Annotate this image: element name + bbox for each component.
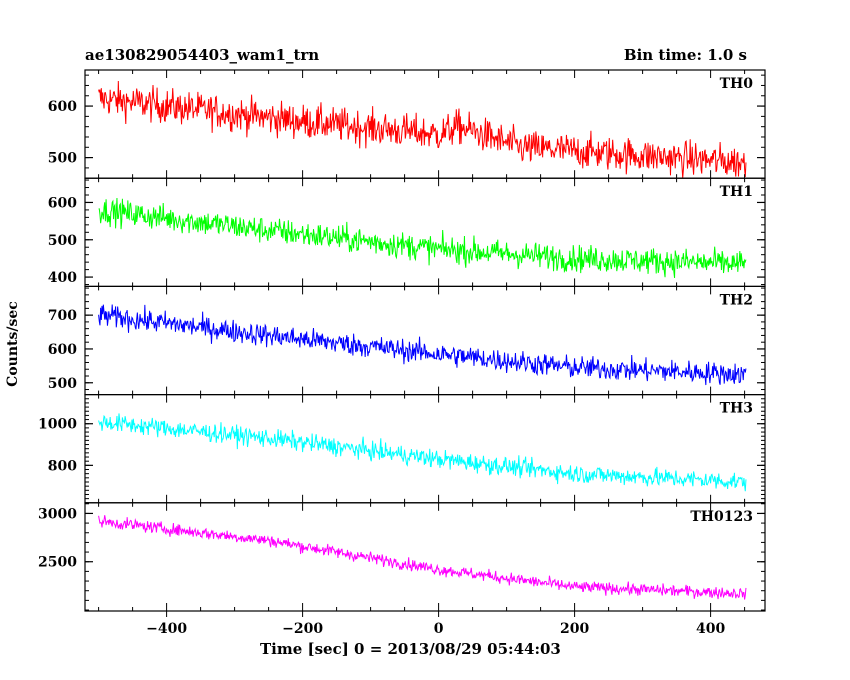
panel-label-th2: TH2	[720, 292, 753, 308]
y-tick-label: 700	[48, 308, 77, 324]
y-tick-label: 1000	[38, 417, 77, 433]
chart-title: ae130829054403_wam1_trn	[85, 46, 320, 64]
y-tick-label: 600	[48, 99, 77, 115]
y-tick-label: 600	[48, 195, 77, 211]
series-line-th2	[98, 304, 747, 386]
x-tick-label: 200	[560, 621, 589, 637]
series-line-th0	[98, 81, 747, 179]
series-line-th3	[98, 413, 747, 492]
panel-label-th3: TH3	[720, 401, 753, 417]
panel-label-th0: TH0	[720, 76, 754, 92]
panel-frame-th3	[84, 394, 766, 504]
x-tick-label: 400	[696, 621, 725, 637]
y-tick-label: 800	[48, 458, 77, 474]
y-tick-label: 500	[48, 151, 77, 167]
x-tick-label: 0	[434, 621, 444, 637]
y-tick-label: 600	[48, 342, 77, 358]
x-axis-label: Time [sec] 0 = 2013/08/29 05:44:03	[260, 640, 561, 658]
y-tick-label: 400	[48, 270, 77, 286]
y-tick-label: 2500	[38, 555, 77, 571]
x-tick-label: −400	[146, 621, 187, 637]
y-tick-label: 500	[48, 376, 77, 392]
series-line-th0123	[98, 515, 747, 600]
y-tick-label: 3000	[38, 506, 77, 522]
panel-label-th1: TH1	[720, 184, 753, 200]
panel-frame-th0123	[84, 502, 766, 612]
panel-label-th0123: TH0123	[690, 509, 753, 525]
series-line-th1	[98, 197, 747, 279]
y-tick-label: 500	[48, 233, 77, 249]
panel-frame-th1	[84, 177, 766, 287]
bin-time-label: Bin time: 1.0 s	[623, 46, 747, 64]
x-tick-label: −200	[282, 621, 323, 637]
panel-frame-th2	[84, 285, 766, 396]
